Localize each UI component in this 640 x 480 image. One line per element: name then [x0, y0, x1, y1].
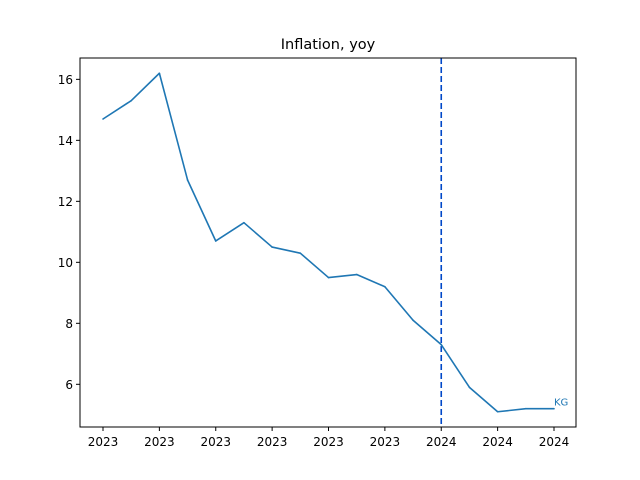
data-point	[299, 252, 302, 254]
chart-title: Inflation, yoy	[281, 37, 376, 53]
y-tick-label: 8	[65, 317, 73, 331]
x-tick-label: 2024	[426, 435, 457, 449]
data-point	[130, 99, 132, 102]
data-point	[412, 319, 414, 322]
data-point	[468, 386, 471, 389]
plot-frame	[79, 57, 577, 428]
data-point	[158, 72, 161, 75]
x-tick-label: 2023	[313, 435, 344, 449]
x-tick-label: 2024	[482, 435, 513, 449]
x-tick-label: 2024	[539, 435, 570, 449]
series-label-kg: KG	[554, 398, 568, 409]
x-tick-label: 2023	[257, 435, 288, 449]
x-tick-label: 2023	[144, 435, 175, 449]
data-point	[553, 407, 555, 410]
x-tick-label: 2023	[370, 435, 401, 449]
data-point	[496, 410, 499, 413]
data-point	[525, 407, 527, 410]
y-tick-label: 16	[58, 73, 73, 87]
y-tick-label: 14	[58, 134, 73, 148]
series-line-kg	[102, 72, 554, 413]
y-tick-label: 12	[58, 195, 73, 209]
data-point	[355, 273, 358, 276]
data-point	[243, 221, 245, 224]
data-point	[327, 276, 330, 279]
y-tick-label: 10	[58, 256, 73, 270]
data-point	[440, 343, 443, 346]
x-tick-label: 2023	[88, 435, 119, 449]
data-point	[384, 285, 386, 288]
data-point	[214, 240, 217, 242]
data-point	[102, 118, 104, 120]
data-point	[186, 179, 189, 181]
data-point	[271, 246, 273, 248]
x-tick-label: 2023	[200, 435, 231, 449]
y-tick-label: 6	[65, 378, 73, 392]
